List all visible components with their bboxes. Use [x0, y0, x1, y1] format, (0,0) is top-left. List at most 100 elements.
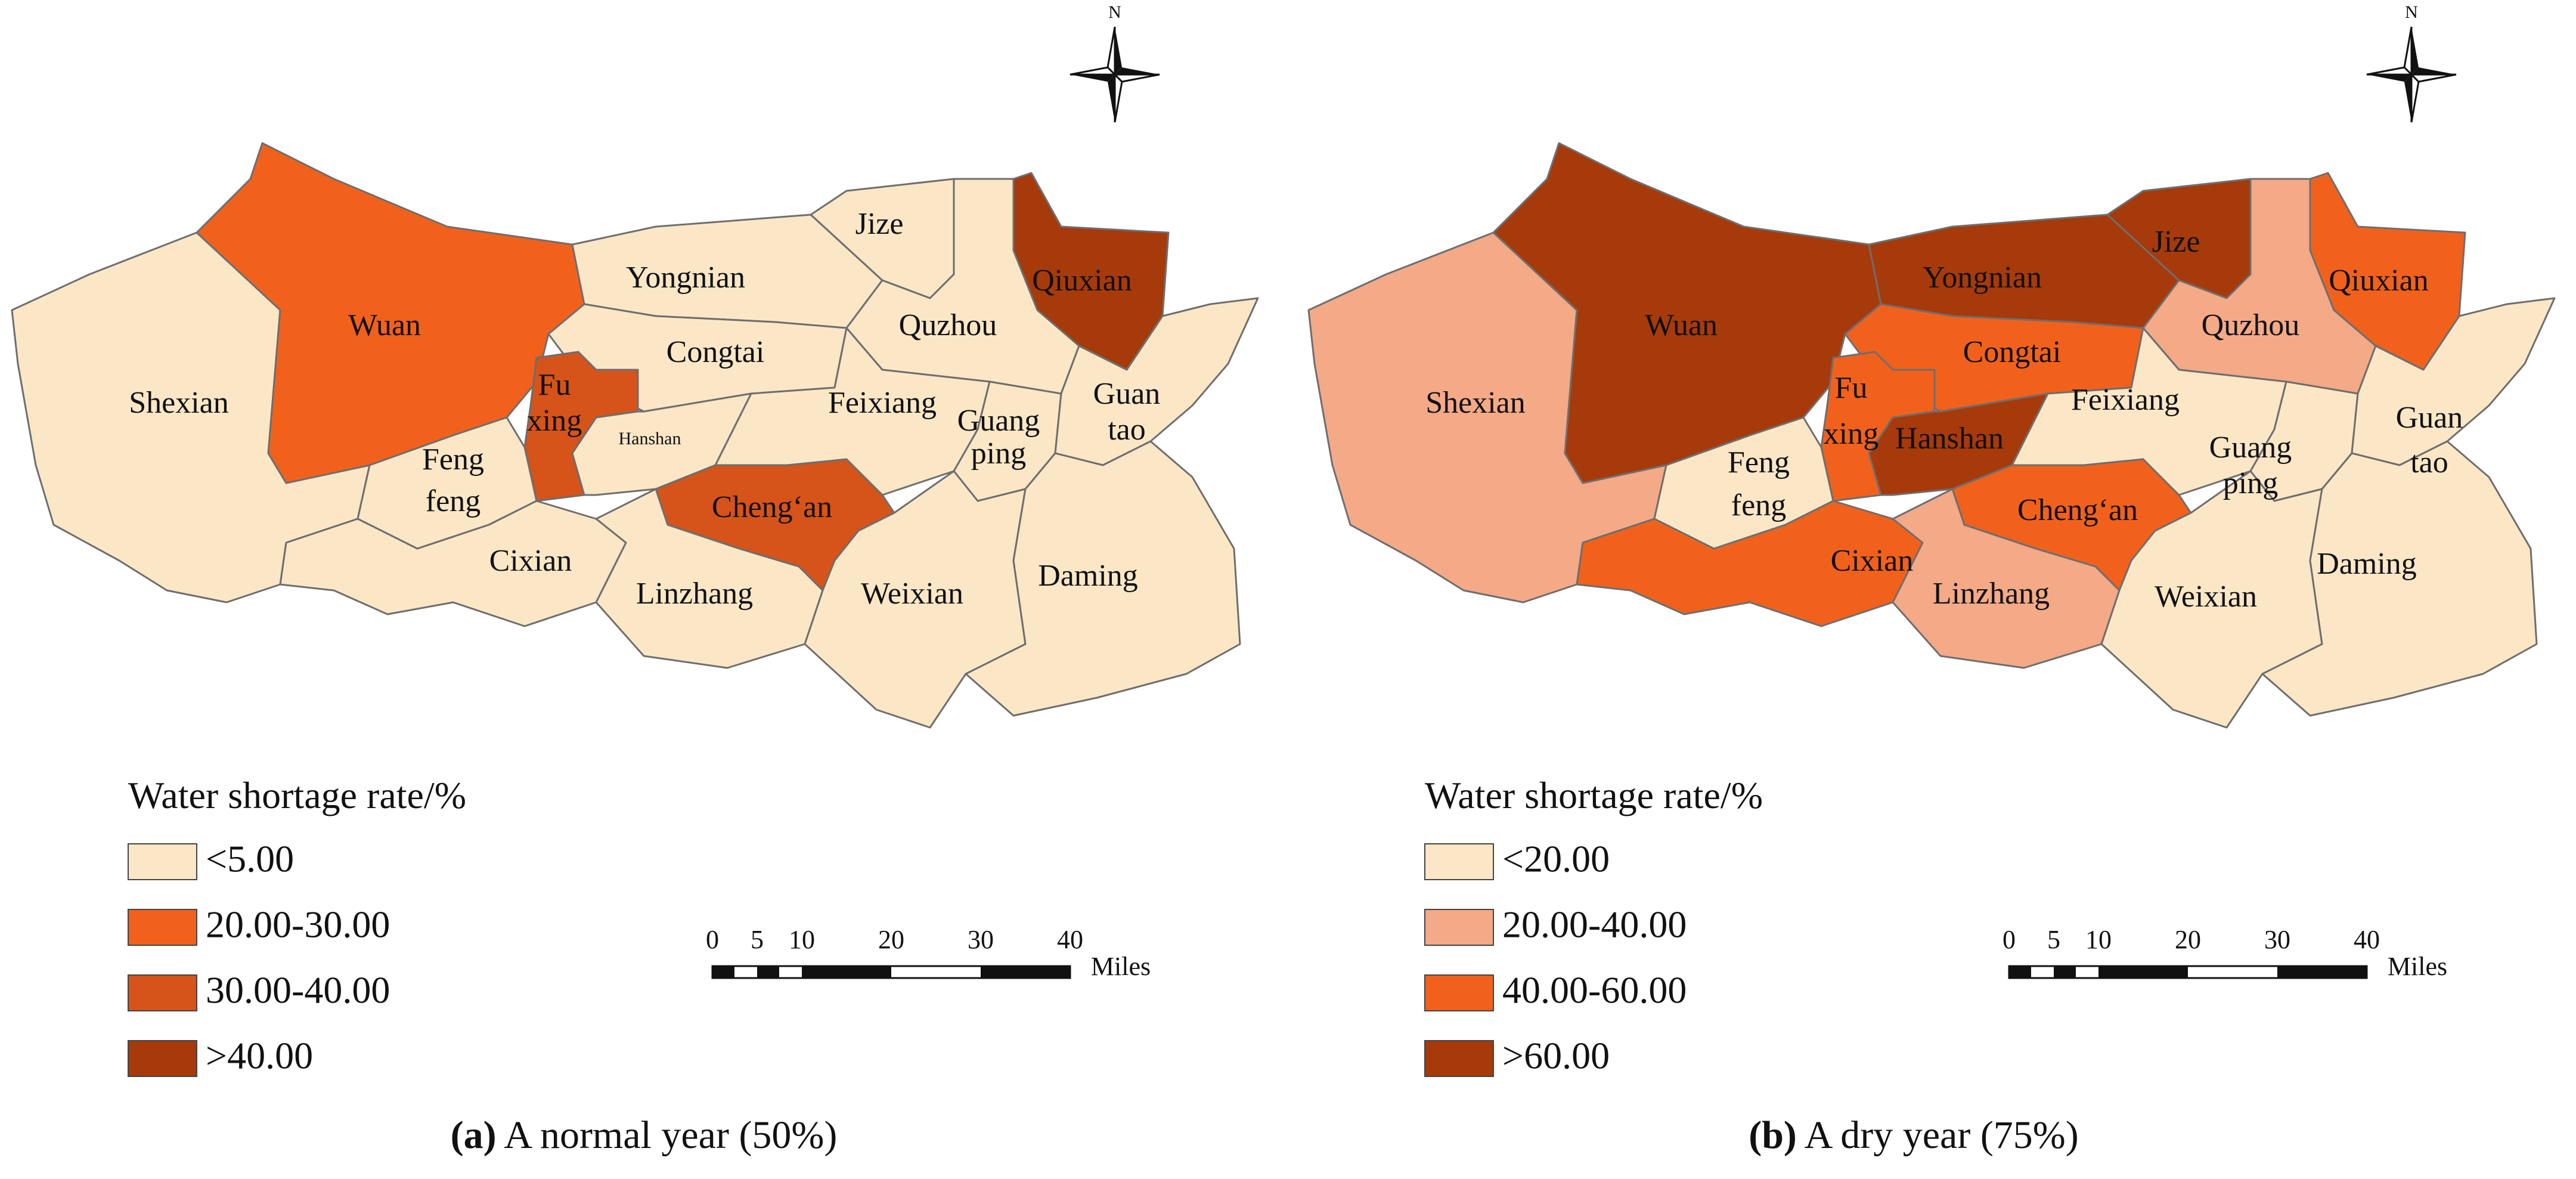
label-fengfeng-2: feng — [1731, 488, 1786, 522]
scale-tick: 30 — [968, 925, 994, 954]
map-panel-normal-year: Wuan Shexian Yongnian Jize Qiuxian Quzho… — [11, 2, 1259, 1157]
label-feixiang: Feixiang — [828, 386, 937, 420]
caption-text: A dry year (75%) — [1797, 1113, 2079, 1157]
scale-tick: 10 — [2085, 925, 2112, 954]
label-daming: Daming — [2317, 547, 2417, 581]
map-panel-dry-year: Wuan Shexian Yongnian Jize Qiuxian Quzho… — [1307, 2, 2556, 1157]
legend-label: 20.00-40.00 — [1502, 903, 1687, 946]
label-guantao-2: tao — [1108, 413, 1146, 447]
label-daming: Daming — [1038, 559, 1138, 593]
scale-tick: 40 — [2354, 925, 2380, 954]
legend-label: <20.00 — [1502, 838, 1610, 880]
scale-tick: 30 — [2264, 925, 2290, 954]
legend-swatch — [1424, 974, 1494, 1011]
north-arrow-icon — [1070, 26, 1160, 123]
label-fuxing-2: xing — [1824, 417, 1878, 451]
legend-swatch — [128, 843, 197, 880]
legend-label: >40.00 — [206, 1035, 313, 1077]
label-hanshan: Hanshan — [1895, 422, 2004, 456]
scale-tick: 5 — [751, 925, 764, 954]
label-guangping-2: ping — [971, 437, 1026, 471]
label-jize: Jize — [855, 207, 904, 241]
region-daming — [2261, 440, 2538, 717]
label-wuan: Wuan — [1645, 308, 1718, 342]
legend-item: 40.00-60.00 — [1424, 969, 1687, 1011]
legend-swatch — [1424, 909, 1494, 946]
legend-item: <20.00 — [1424, 838, 1610, 880]
label-fengfeng-2: feng — [426, 484, 481, 518]
north-label: N — [1108, 2, 1121, 22]
scale-bar: 0 5 10 20 30 40 Miles — [2002, 925, 2447, 981]
label-congtai: Congtai — [667, 335, 765, 369]
label-yongnian: Yongnian — [626, 261, 745, 295]
label-fengfeng-1: Feng — [1728, 445, 1790, 479]
legend-item: >60.00 — [1424, 1035, 1610, 1077]
legend-label: <5.00 — [206, 838, 294, 880]
scale-tick: 0 — [706, 925, 719, 954]
label-fuxing-1: Fu — [538, 368, 571, 402]
label-chengan: Cheng‘an — [712, 490, 832, 524]
legend-swatch — [128, 909, 197, 946]
label-fuxing-2: xing — [527, 404, 582, 438]
label-linzhang: Linzhang — [1933, 577, 2050, 611]
legend-item: 20.00-40.00 — [1424, 903, 1687, 946]
label-cixian: Cixian — [489, 544, 572, 578]
scale-tick: 10 — [789, 925, 815, 954]
label-cixian: Cixian — [1831, 544, 1914, 578]
legend-label: 30.00-40.00 — [206, 969, 390, 1011]
label-fuxing-1: Fu — [1835, 371, 1868, 405]
scale-tick: 20 — [878, 925, 904, 954]
legend-title: Water shortage rate/% — [1425, 774, 1763, 816]
caption-letter: (a) — [451, 1113, 497, 1157]
legend-label: 20.00-30.00 — [206, 903, 390, 946]
label-guantao-1: Guan — [2396, 401, 2463, 435]
label-feixiang: Feixiang — [2071, 383, 2180, 417]
label-fengfeng-1: Feng — [422, 442, 484, 476]
scale-tick: 0 — [2002, 925, 2016, 954]
legend-item: 30.00-40.00 — [128, 969, 390, 1011]
label-yongnian: Yongnian — [1923, 261, 2042, 295]
caption-text: A normal year (50%) — [497, 1113, 838, 1157]
legend-swatch — [1424, 1040, 1494, 1077]
region-daming — [965, 440, 1241, 717]
legend-label: 40.00-60.00 — [1502, 969, 1687, 1011]
legend-item: <5.00 — [128, 838, 294, 880]
legend-title: Water shortage rate/% — [128, 774, 466, 816]
label-congtai: Congtai — [1963, 335, 2062, 369]
label-jize: Jize — [2152, 225, 2200, 259]
label-quzhou: Quzhou — [899, 308, 997, 342]
label-weixian: Weixian — [861, 577, 963, 611]
legend-label: >60.00 — [1502, 1035, 1610, 1077]
legend-item: 20.00-30.00 — [128, 903, 390, 946]
label-wuan: Wuan — [348, 308, 421, 342]
legend-item: >40.00 — [128, 1035, 313, 1077]
label-guantao-2: tao — [2410, 445, 2448, 479]
scale-tick: 5 — [2047, 925, 2060, 954]
north-label: N — [2405, 2, 2418, 22]
label-qiuxian: Qiuxian — [2329, 264, 2429, 298]
legend-swatch — [1424, 843, 1494, 880]
label-weixian: Weixian — [2155, 580, 2257, 614]
label-guantao-1: Guan — [1093, 377, 1161, 411]
north-arrow-icon — [2366, 26, 2457, 123]
label-hanshan: Hanshan — [619, 429, 681, 448]
legend-swatch — [128, 974, 197, 1011]
scale-tick: 20 — [2175, 925, 2201, 954]
label-quzhou: Quzhou — [2202, 308, 2300, 342]
scale-tick: 40 — [1057, 925, 1083, 954]
label-shexian: Shexian — [129, 386, 229, 420]
label-guangping-1: Guang — [957, 404, 1040, 438]
scale-bar: 0 5 10 20 30 40 Miles — [706, 925, 1151, 981]
label-guangping-2: ping — [2223, 466, 2278, 500]
label-linzhang: Linzhang — [636, 577, 753, 611]
caption-letter: (b) — [1749, 1113, 1797, 1157]
caption-panel-a: (a) A normal year (50%) — [451, 1113, 838, 1157]
label-chengan: Cheng‘an — [2017, 493, 2138, 527]
legend-swatch — [128, 1040, 197, 1077]
caption-panel-b: (b) A dry year (75%) — [1749, 1113, 2079, 1157]
scale-unit: Miles — [1091, 952, 1151, 981]
scale-unit: Miles — [2388, 952, 2447, 981]
label-qiuxian: Qiuxian — [1032, 264, 1132, 298]
label-guangping-1: Guang — [2209, 431, 2292, 465]
